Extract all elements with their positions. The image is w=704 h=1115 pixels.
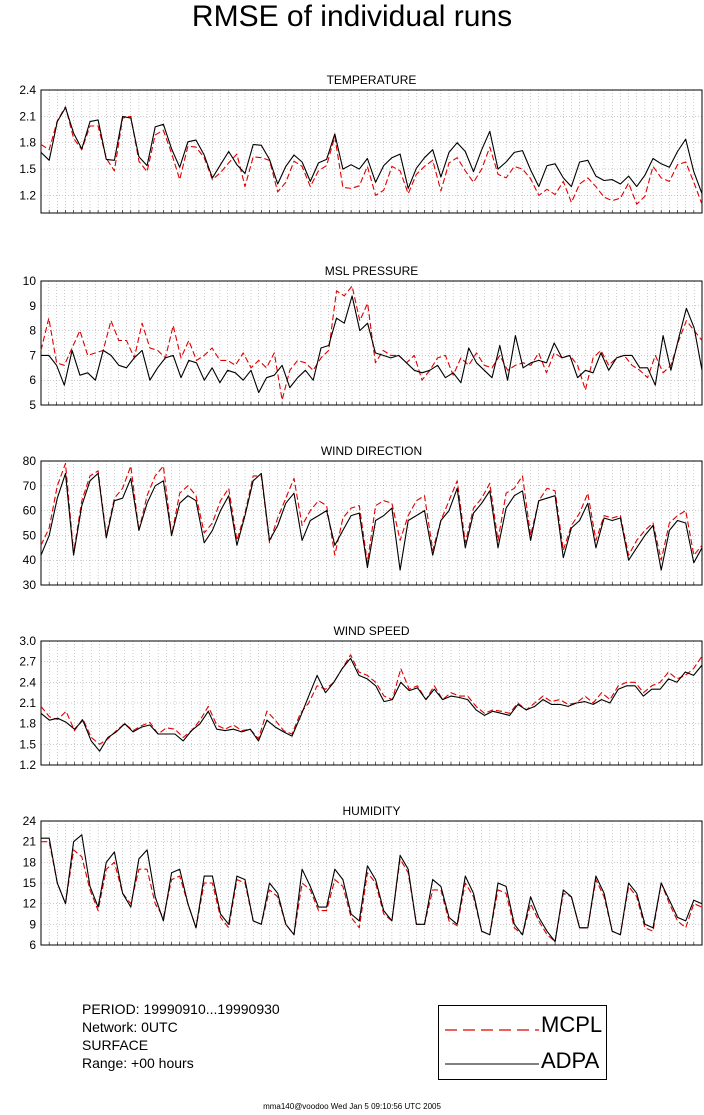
chart-panel-5: 6 9 12 15 18 21 24 HUMIDITY: [23, 804, 703, 952]
chart-panel-4: 1.2 1.5 1.8 2.1 2.4 2.7 3.0 WIND SPEED: [19, 624, 703, 772]
plot-frame: [40, 280, 703, 406]
y-tick-label: 8: [29, 324, 36, 338]
series-line-mcpl: [40, 654, 703, 745]
info-block: PERIOD: 19990910...19990930 Network: 0UT…: [82, 1000, 280, 1072]
plot-frame: [40, 460, 703, 586]
legend-entry-mcpl: MCPL: [439, 1010, 608, 1040]
chart-panel-2: 5 6 7 8 9 10 MSL PRESSURE: [23, 264, 703, 412]
y-tick-label: 50: [23, 528, 37, 542]
footer-stamp: mma140@voodoo Wed Jan 5 09:10:56 UTC 200…: [263, 1102, 441, 1111]
info-period: PERIOD: 19990910...19990930: [82, 1001, 280, 1017]
panel-title: TEMPERATURE: [327, 73, 417, 87]
panel-title: HUMIDITY: [343, 804, 401, 818]
panel-title: MSL PRESSURE: [325, 264, 419, 278]
y-tick-label: 5: [29, 398, 36, 412]
y-tick-label: 6: [29, 938, 36, 952]
legend-label-adpa: ADPA: [541, 1048, 600, 1073]
series-line-adpa: [40, 657, 703, 752]
y-tick-label: 3.0: [19, 634, 36, 648]
y-tick-label: 2.4: [19, 675, 36, 689]
y-tick-label: 9: [29, 299, 36, 313]
y-tick-label: 1.5: [19, 737, 36, 751]
y-tick-label: 1.8: [19, 717, 36, 731]
y-tick-label: 80: [23, 454, 37, 468]
y-tick-label: 60: [23, 504, 37, 518]
legend-label-mcpl: MCPL: [541, 1012, 603, 1037]
series-line-adpa: [40, 107, 703, 194]
series-line-adpa: [40, 472, 703, 571]
y-tick-label: 24: [23, 814, 37, 828]
plot-frame: [40, 640, 703, 766]
chart-panel-1: 1.2 1.5 1.8 2.1 2.4 TEMPERATURE: [19, 73, 703, 214]
series-line-adpa: [41, 834, 703, 943]
info-range: Range: +00 hours: [82, 1055, 194, 1071]
chart-panel-3: 30 40 50 60 70 80 WIND DIRECTION: [23, 444, 703, 592]
main-title: RMSE of individual runs: [191, 0, 513, 33]
y-tick-label: 1.2: [19, 758, 36, 772]
series-line-mcpl: [40, 462, 703, 564]
y-tick-label: 21: [23, 835, 37, 849]
series-line-mcpl: [40, 106, 703, 205]
y-tick-label: 2.4: [19, 83, 36, 97]
legend-entry-adpa: ADPA: [439, 1046, 608, 1076]
plot-frame: [40, 820, 703, 946]
series-line-adpa: [41, 295, 703, 394]
y-tick-label: 10: [23, 274, 37, 288]
legend: MCPL ADPA: [438, 1005, 607, 1080]
y-tick-label: 7: [29, 348, 36, 362]
y-tick-label: 9: [29, 917, 36, 931]
legend-line-adpa: [445, 1063, 539, 1065]
legend-line-mcpl: [445, 1029, 539, 1031]
y-tick-label: 12: [23, 897, 37, 911]
y-tick-label: 2.1: [19, 696, 36, 710]
y-tick-label: 1.8: [19, 136, 36, 150]
info-surface: SURFACE: [82, 1037, 149, 1053]
y-tick-label: 15: [23, 876, 37, 890]
info-network: Network: 0UTC: [82, 1019, 178, 1035]
y-tick-label: 6: [29, 373, 36, 387]
plot-frame: [40, 89, 703, 214]
y-tick-label: 18: [23, 855, 37, 869]
series-line-mcpl: [40, 285, 703, 401]
y-tick-label: 40: [23, 553, 37, 567]
y-tick-label: 1.5: [19, 162, 36, 176]
panel-title: WIND DIRECTION: [321, 444, 422, 458]
y-tick-label: 70: [23, 479, 37, 493]
y-tick-label: 2.7: [19, 655, 36, 669]
y-tick-label: 2.1: [19, 109, 36, 123]
panel-title: WIND SPEED: [333, 624, 409, 638]
y-tick-label: 1.2: [19, 188, 36, 202]
y-tick-label: 30: [23, 578, 37, 592]
